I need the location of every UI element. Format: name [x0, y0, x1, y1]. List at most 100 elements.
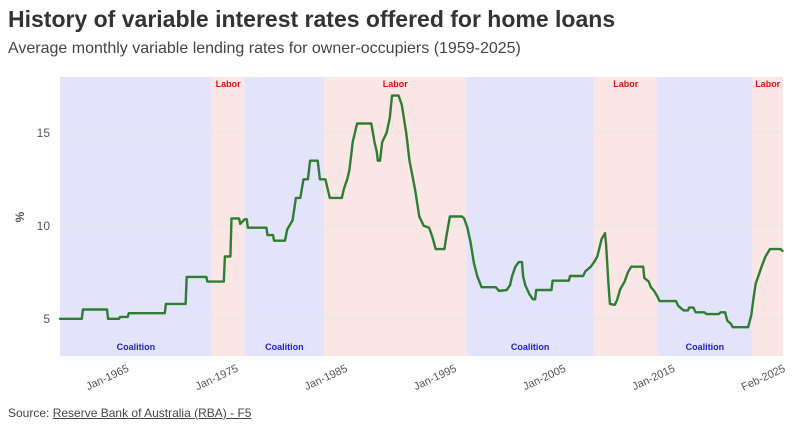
data-point-0-110	[630, 265, 632, 268]
series-layer	[58, 94, 784, 329]
data-point-0-126	[705, 313, 708, 315]
gridlines	[60, 132, 783, 320]
data-point-0-13	[205, 276, 208, 278]
labor-band-5	[594, 77, 658, 356]
data-point-0-124	[694, 311, 697, 314]
data-point-0-99	[596, 255, 599, 258]
data-point-0-23	[247, 226, 249, 229]
data-point-0-65	[431, 236, 434, 238]
data-point-0-10	[165, 303, 167, 305]
data-point-0-139	[764, 255, 767, 258]
government-labels: Coalition Labor Coalition Labor Coalition Lab…	[117, 79, 781, 352]
data-point-0-109	[627, 271, 629, 274]
data-point-0-141	[780, 248, 782, 250]
data-point-0-85	[522, 275, 524, 277]
data-point-0-133	[747, 326, 749, 329]
x-tick-label-0: Jan-1965	[84, 363, 131, 393]
data-point-0-127	[717, 313, 720, 315]
data-point-0-48	[370, 122, 373, 125]
data-point-0-81	[511, 275, 513, 277]
data-point-0-128	[719, 311, 722, 314]
labor-band-1	[211, 77, 245, 356]
x-tick-label-5: Jan-2015	[630, 363, 677, 393]
source-link[interactable]: Reserve Bank of Australia (RBA) - F5	[52, 406, 252, 420]
data-point-0-76	[480, 286, 483, 289]
coalition-label-4: Coalition	[511, 342, 550, 352]
labor-label-5: Labor	[613, 79, 638, 89]
data-point-0-61	[414, 187, 416, 190]
government-bands	[60, 77, 783, 356]
data-point-0-50	[375, 150, 378, 153]
data-point-0-35	[307, 178, 309, 181]
data-point-0-46	[351, 141, 354, 143]
data-point-0-121	[687, 309, 689, 312]
data-point-0-100	[600, 238, 603, 240]
data-point-0-31	[291, 219, 294, 221]
x-tick-label-3: Jan-1995	[412, 363, 459, 393]
data-point-0-119	[677, 305, 679, 307]
y-tick-label-5: 5	[43, 312, 50, 326]
coalition-label-2: Coalition	[265, 342, 304, 352]
data-point-0-89	[534, 298, 536, 301]
data-point-0-47	[356, 122, 358, 125]
data-point-0-51	[377, 159, 379, 162]
data-point-0-97	[590, 265, 592, 268]
data-point-0-112	[643, 277, 646, 279]
data-point-0-8	[128, 312, 130, 315]
data-point-0-123	[692, 306, 695, 309]
data-point-0-33	[299, 197, 302, 199]
data-point-0-135	[752, 297, 755, 300]
data-point-0-137	[758, 273, 760, 276]
x-tick-label-6: Feb-2025	[740, 363, 788, 394]
data-point-0-59	[405, 132, 408, 134]
x-axis-ticks: Jan-1965 Jan-1975 Jan-1985 Jan-1995 Jan-2005…	[84, 363, 787, 394]
x-tick-label-2: Jan-1985	[303, 363, 350, 393]
data-point-0-27	[273, 239, 275, 242]
data-point-0-3	[106, 308, 108, 311]
data-point-0-25	[266, 234, 269, 236]
data-point-0-78	[498, 290, 500, 292]
data-point-0-82	[514, 265, 517, 268]
data-point-0-134	[750, 314, 753, 316]
data-point-0-90	[535, 289, 537, 291]
data-point-0-140	[769, 248, 771, 250]
data-point-0-54	[385, 132, 388, 134]
data-point-0-101	[604, 232, 606, 234]
data-point-0-24	[265, 226, 268, 229]
data-point-0-136	[754, 282, 757, 285]
data-point-0-66	[434, 248, 437, 250]
data-point-0-86	[524, 284, 527, 287]
data-point-0-115	[653, 290, 655, 292]
data-point-0-39	[324, 178, 327, 181]
data-point-0-113	[647, 280, 650, 283]
data-point-0-26	[272, 234, 274, 236]
data-point-0-0	[59, 318, 61, 320]
chart-subtitle: Average monthly variable lending rates f…	[8, 40, 521, 57]
data-point-0-60	[408, 159, 411, 162]
data-point-0-38	[319, 178, 321, 181]
data-point-0-37	[316, 159, 319, 162]
data-point-0-45	[348, 169, 351, 171]
data-point-0-138	[761, 264, 763, 266]
data-point-0-16	[224, 255, 226, 258]
data-point-0-5	[118, 318, 120, 320]
data-point-0-43	[343, 187, 345, 190]
data-point-0-11	[184, 303, 187, 305]
data-point-0-118	[675, 300, 677, 302]
data-point-0-98	[593, 261, 595, 263]
coalition-band-4	[466, 77, 595, 356]
data-point-0-95	[582, 275, 584, 277]
data-point-0-105	[614, 304, 616, 306]
labor-label-3: Labor	[383, 79, 408, 89]
data-point-0-106	[616, 299, 618, 302]
y-tick-label-10: 10	[37, 219, 51, 233]
data-point-0-93	[568, 279, 570, 282]
data-point-0-75	[476, 275, 479, 277]
data-point-0-80	[509, 284, 511, 287]
data-point-0-142	[781, 250, 784, 252]
data-point-0-79	[505, 289, 508, 291]
data-point-0-21	[243, 218, 246, 221]
labor-band-3	[324, 77, 467, 356]
data-point-0-116	[656, 295, 659, 298]
